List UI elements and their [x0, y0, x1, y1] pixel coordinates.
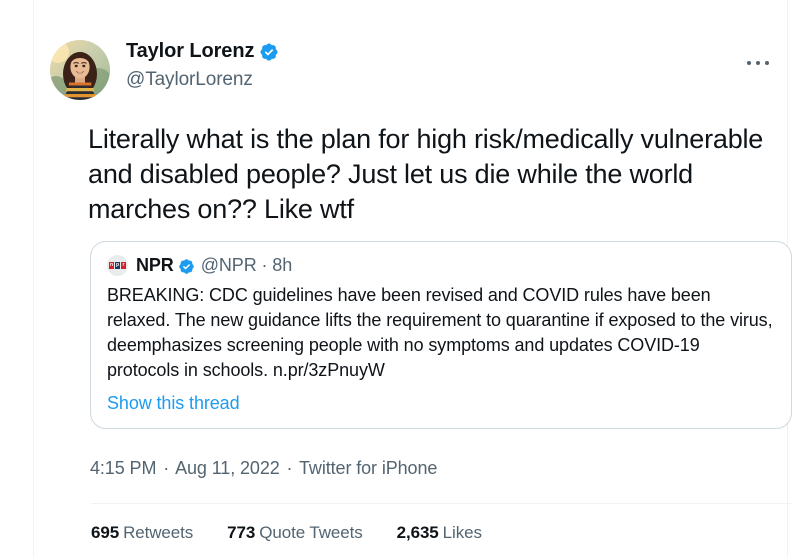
tweet-detail: Taylor Lorenz @TaylorLorenz Literally wh…	[34, 0, 792, 557]
show-this-thread-link[interactable]: Show this thread	[107, 393, 240, 413]
npr-logo-icon: n p r	[107, 254, 128, 276]
quoted-tweet-text: BREAKING: CDC guidelines have been revis…	[107, 285, 773, 380]
stat-quote-tweets-count: 773	[227, 523, 256, 542]
more-options-button[interactable]	[740, 50, 776, 76]
tweet-date: Aug 11, 2022	[175, 458, 280, 478]
npr-tile-p: p	[115, 261, 120, 269]
quoted-tweet-header: n p r NPR @NPR · 8h	[107, 254, 775, 276]
stat-quote-tweets[interactable]: 773 Quote Tweets	[227, 523, 363, 543]
stat-likes[interactable]: 2,635 Likes	[397, 523, 482, 543]
tweet-time: 4:15 PM	[90, 458, 157, 478]
avatar[interactable]	[50, 40, 110, 100]
ellipsis-dot	[756, 61, 760, 65]
quoted-tweet-card[interactable]: n p r NPR @NPR · 8h BREAKING: CDC guidel…	[90, 241, 792, 429]
display-name[interactable]: Taylor Lorenz	[126, 40, 255, 62]
verified-badge-icon	[178, 258, 195, 275]
npr-tile-n: n	[109, 261, 114, 269]
separator-dot: ·	[163, 458, 170, 478]
tweet-text: Literally what is the plan for high risk…	[88, 124, 764, 224]
tweet-header: Taylor Lorenz @TaylorLorenz	[34, 38, 787, 102]
verified-badge-icon	[259, 42, 279, 62]
stat-likes-label: Likes	[442, 523, 482, 542]
timestamp-row: 4:15 PM · Aug 11, 2022 · Twitter for iPh…	[90, 458, 437, 479]
stat-likes-count: 2,635	[396, 523, 439, 542]
quoted-author-meta: @NPR · 8h	[200, 254, 293, 275]
avatar-photo	[50, 40, 110, 100]
npr-logo-tiles: n p r	[109, 261, 126, 269]
stat-quote-tweets-label: Quote Tweets	[259, 523, 363, 542]
timeline-left-border	[33, 0, 34, 557]
author-handle[interactable]: @TaylorLorenz	[126, 69, 253, 90]
ellipsis-dot	[765, 61, 769, 65]
author-name-block[interactable]: Taylor Lorenz @TaylorLorenz	[126, 38, 279, 89]
ellipsis-dot	[747, 61, 751, 65]
stat-retweets-label: Retweets	[123, 523, 194, 542]
stat-retweets-count: 695	[91, 523, 120, 542]
display-name-row: Taylor Lorenz	[126, 38, 279, 64]
stats-divider	[91, 503, 791, 504]
quoted-author-name: NPR	[136, 254, 174, 275]
stat-retweets[interactable]: 695 Retweets	[91, 523, 193, 543]
separator-dot: ·	[286, 458, 293, 478]
tweet-source[interactable]: Twitter for iPhone	[299, 458, 438, 478]
npr-tile-r: r	[121, 261, 126, 269]
engagement-stats-row: 695 Retweets 773 Quote Tweets 2,635 Likes	[91, 523, 516, 543]
